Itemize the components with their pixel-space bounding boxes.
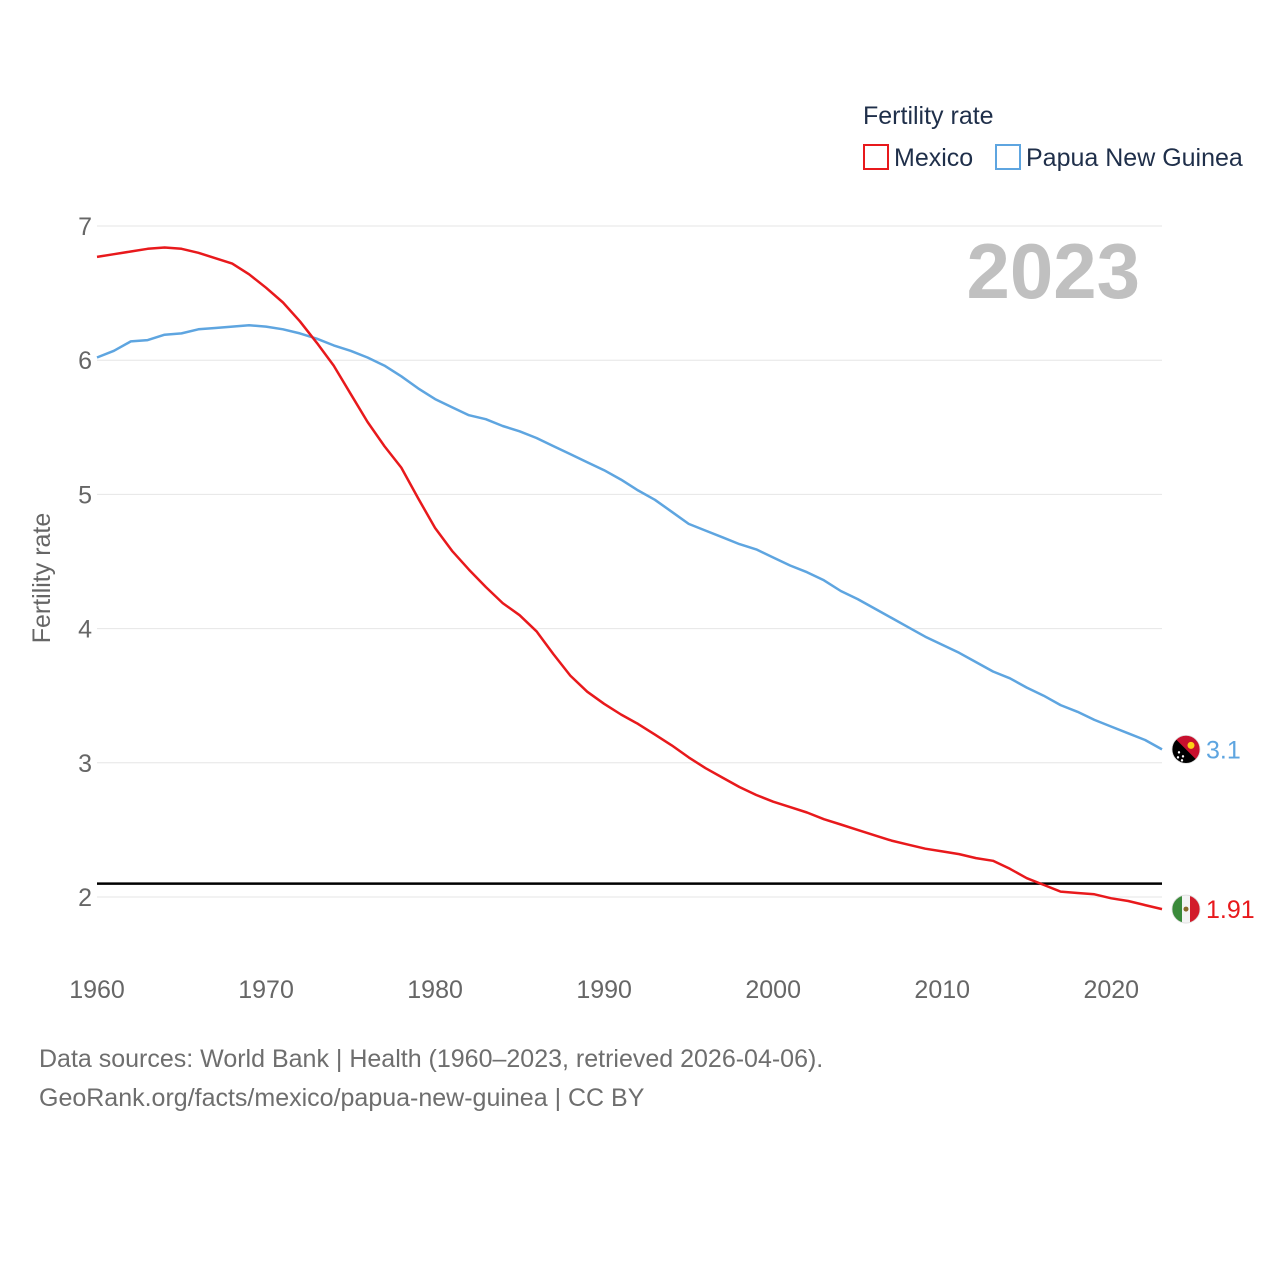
legend-label-papua-new-guinea: Papua New Guinea — [1026, 144, 1243, 172]
y-tick-6: 6 — [78, 347, 92, 375]
x-tick-1970: 1970 — [238, 976, 294, 1004]
legend-swatch-papua-new-guinea — [995, 144, 1021, 170]
x-tick-1980: 1980 — [407, 976, 463, 1004]
x-tick-2020: 2020 — [1083, 976, 1139, 1004]
legend-item-papua-new-guinea[interactable]: Papua New Guinea — [995, 144, 1243, 172]
y-axis-label: Fertility rate — [28, 513, 56, 644]
series-end-markers: 1.91 3.1 — [1171, 734, 1255, 924]
y-tick-2: 2 — [78, 884, 92, 912]
y-tick-4: 4 — [78, 616, 92, 644]
legend: Fertility rate Mexico Papua New Guinea — [863, 102, 1243, 172]
end-value-label-mexico: 1.91 — [1206, 896, 1255, 924]
current-year-label: 2023 — [966, 227, 1140, 315]
series-line-papua-new-guinea[interactable] — [96, 324, 1163, 751]
legend-label-mexico: Mexico — [894, 144, 973, 172]
mexico-flag-icon — [1171, 894, 1201, 924]
series-line-mexico[interactable] — [96, 246, 1163, 911]
x-tick-2000: 2000 — [745, 976, 801, 1004]
source-url[interactable]: GeoRank.org/facts/mexico/papua-new-guine… — [39, 1084, 645, 1112]
y-tick-7: 7 — [78, 213, 92, 241]
y-tick-3: 3 — [78, 750, 92, 778]
x-tick-1990: 1990 — [576, 976, 632, 1004]
papua-new-guinea-flag-icon — [1171, 734, 1201, 764]
grid-lines — [97, 225, 1162, 898]
legend-title: Fertility rate — [863, 102, 994, 130]
y-tick-5: 5 — [78, 481, 92, 509]
x-tick-2010: 2010 — [914, 976, 970, 1004]
series-lines — [96, 246, 1163, 911]
data-source-note: Data sources: World Bank | Health (1960–… — [39, 1045, 824, 1073]
legend-swatch-mexico — [863, 144, 889, 170]
y-axis-ticks: 2 3 4 5 6 7 — [78, 213, 92, 912]
end-value-label-papua-new-guinea: 3.1 — [1206, 736, 1241, 764]
x-axis-ticks: 1960 1970 1980 1990 2000 2010 2020 — [69, 976, 1139, 1004]
x-tick-1960: 1960 — [69, 976, 125, 1004]
legend-item-mexico[interactable]: Mexico — [863, 144, 973, 172]
